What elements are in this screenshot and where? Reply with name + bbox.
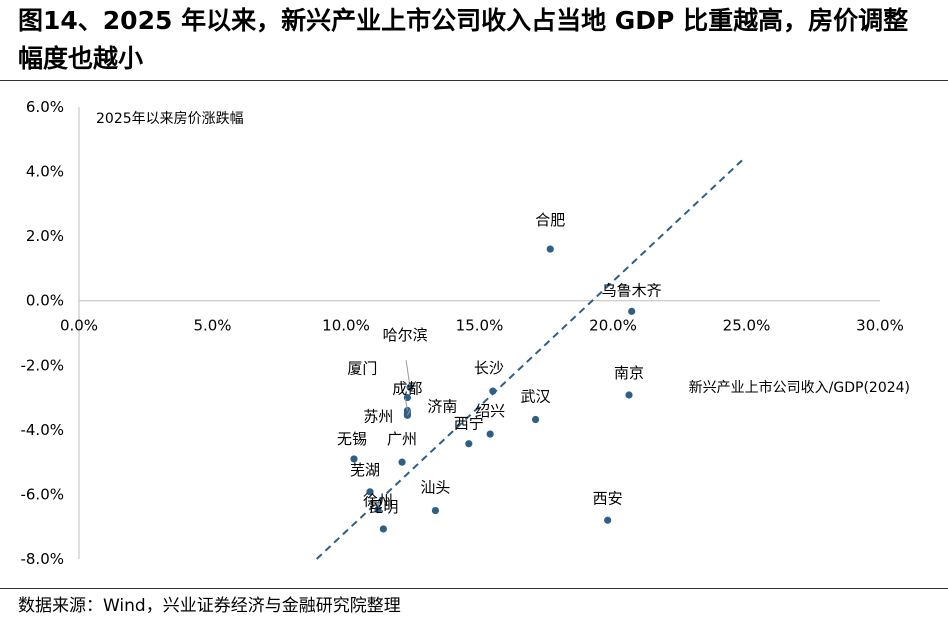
data-point [628,307,636,315]
data-point [379,525,387,533]
x-tick-label: 15.0% [456,317,504,335]
point-label: 合肥 [535,211,565,229]
chart-title: 图14、2025 年以来，新兴产业上市公司收入占当地 GDP 比重越高，房价调整… [18,6,909,73]
data-point [625,391,633,399]
point-label: 西安 [593,489,623,507]
point-label: 西宁 [454,415,484,433]
point-label: 无锡 [337,430,367,448]
data-point [398,458,406,466]
point-label: 济南 [427,397,457,415]
point-label: 武汉 [521,388,551,406]
y-tick-label: -6.0% [20,485,64,503]
y-tick-label: 4.0% [26,163,64,181]
point-label: 厦门 [347,360,377,378]
point-label: 乌鲁木齐 [602,281,662,299]
title-divider [0,80,948,81]
data-point [604,516,612,524]
x-tick-label: 20.0% [589,317,637,335]
point-label: 哈尔滨 [383,326,428,344]
data-point [465,440,473,448]
x-tick-label: 25.0% [723,317,771,335]
y-axis-title: 2025年以来房价涨跌幅 [96,111,244,127]
leader-line [406,409,411,416]
scatter-chart: 6.0% 4.0% 2.0% 0.0% -2.0% -4.0% -6.0% -8.0% 0.0%… [20,98,910,568]
point-label: 绍兴 [475,402,505,420]
point-label: 广州 [387,430,417,448]
point-label: 南京 [614,364,644,382]
leader-line [404,398,408,411]
data-point [546,245,554,253]
data-point [366,488,374,496]
point-label: 昆明 [368,498,398,516]
trendline-layer [315,157,745,560]
y-tick-label: 6.0% [26,98,64,116]
point-label: 长沙 [474,359,504,377]
y-tick-label: 0.0% [26,292,64,310]
point-label: 成都 [392,379,422,397]
source-divider [0,588,948,589]
point-label: 汕头 [420,479,450,497]
axes-layer: 6.0% 4.0% 2.0% 0.0% -2.0% -4.0% -6.0% -8.0% 0.0%… [20,98,910,568]
y-tick-label: 2.0% [26,227,64,245]
x-tick-label: 30.0% [856,317,904,335]
data-point [374,506,382,514]
data-point [486,430,494,438]
point-label: 芜湖 [350,461,380,479]
x-tick-label: 5.0% [193,317,231,335]
x-tick-label: 0.0% [60,317,98,335]
source-note: 数据来源：Wind，兴业证券经济与金融研究院整理 [18,596,401,616]
x-tick-label: 10.0% [322,317,370,335]
data-point [431,506,440,515]
point-label: 徐州 [363,492,393,510]
data-point [350,455,358,463]
trendline [315,157,745,560]
y-tick-label: -4.0% [20,421,64,439]
leader-line [405,360,411,388]
point-label: 苏州 [363,408,393,426]
y-tick-label: -2.0% [20,356,64,374]
data-point [531,415,540,424]
x-axis-title: 新兴产业上市公司收入/GDP(2024) [689,379,910,396]
y-tick-label: -8.0% [20,550,64,568]
data-point [489,387,497,395]
